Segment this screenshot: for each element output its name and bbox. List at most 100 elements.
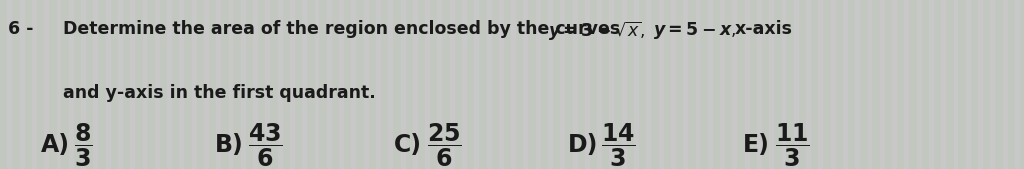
- Text: $\boldsymbol{y=3-\sqrt{x},}$: $\boldsymbol{y=3-\sqrt{x},}$: [548, 20, 645, 43]
- Bar: [934, 0, 941, 169]
- Bar: [713, 0, 720, 169]
- Bar: [946, 0, 953, 169]
- Bar: [209, 0, 216, 169]
- Bar: [836, 0, 843, 169]
- Bar: [0, 0, 7, 169]
- Bar: [332, 0, 339, 169]
- Bar: [983, 0, 990, 169]
- Bar: [578, 0, 585, 169]
- Bar: [418, 0, 425, 169]
- Bar: [147, 0, 155, 169]
- Bar: [25, 0, 32, 169]
- Bar: [762, 0, 769, 169]
- Bar: [369, 0, 376, 169]
- Bar: [627, 0, 634, 169]
- Bar: [258, 0, 265, 169]
- Bar: [565, 0, 572, 169]
- Text: $\mathbf{\dfrac{25}{6}}$: $\mathbf{\dfrac{25}{6}}$: [427, 122, 462, 169]
- Bar: [98, 0, 105, 169]
- Bar: [897, 0, 904, 169]
- Bar: [602, 0, 609, 169]
- Bar: [664, 0, 671, 169]
- Text: $\mathbf{\dfrac{43}{6}}$: $\mathbf{\dfrac{43}{6}}$: [248, 122, 283, 169]
- Bar: [135, 0, 142, 169]
- Text: 6 -: 6 -: [8, 20, 34, 38]
- Bar: [688, 0, 695, 169]
- Bar: [750, 0, 757, 169]
- Bar: [528, 0, 536, 169]
- Bar: [811, 0, 818, 169]
- Text: $\mathbf{\dfrac{11}{3}}$: $\mathbf{\dfrac{11}{3}}$: [775, 122, 810, 169]
- Bar: [111, 0, 118, 169]
- Text: E): E): [742, 133, 769, 157]
- Text: C): C): [394, 133, 422, 157]
- Bar: [971, 0, 978, 169]
- Bar: [319, 0, 327, 169]
- Bar: [590, 0, 597, 169]
- Bar: [553, 0, 560, 169]
- Bar: [233, 0, 241, 169]
- Text: and y-axis in the first quadrant.: and y-axis in the first quadrant.: [63, 84, 376, 103]
- Bar: [37, 0, 44, 169]
- Bar: [786, 0, 794, 169]
- Text: Determine the area of the region enclosed by the curves: Determine the area of the region enclose…: [63, 20, 627, 38]
- Bar: [541, 0, 548, 169]
- Bar: [283, 0, 290, 169]
- Bar: [221, 0, 228, 169]
- Bar: [160, 0, 167, 169]
- Bar: [872, 0, 880, 169]
- Bar: [860, 0, 867, 169]
- Bar: [197, 0, 204, 169]
- Bar: [467, 0, 474, 169]
- Bar: [823, 0, 830, 169]
- Text: $\boldsymbol{y=5-x,}$: $\boldsymbol{y=5-x,}$: [653, 20, 736, 41]
- Text: x-axis: x-axis: [735, 20, 794, 38]
- Bar: [504, 0, 511, 169]
- Bar: [49, 0, 56, 169]
- Bar: [737, 0, 744, 169]
- Bar: [406, 0, 413, 169]
- Bar: [184, 0, 191, 169]
- Bar: [307, 0, 314, 169]
- Bar: [61, 0, 69, 169]
- Bar: [651, 0, 658, 169]
- Bar: [246, 0, 253, 169]
- Bar: [676, 0, 683, 169]
- Bar: [774, 0, 781, 169]
- Bar: [442, 0, 450, 169]
- Bar: [344, 0, 351, 169]
- Bar: [479, 0, 486, 169]
- Bar: [995, 0, 1002, 169]
- Bar: [639, 0, 646, 169]
- Bar: [516, 0, 523, 169]
- Text: D): D): [568, 133, 599, 157]
- Bar: [1008, 0, 1015, 169]
- Bar: [492, 0, 499, 169]
- Bar: [455, 0, 462, 169]
- Bar: [123, 0, 130, 169]
- Text: $\mathbf{\dfrac{8}{3}}$: $\mathbf{\dfrac{8}{3}}$: [74, 122, 92, 169]
- Bar: [700, 0, 708, 169]
- Bar: [1020, 0, 1024, 169]
- Bar: [381, 0, 388, 169]
- Bar: [74, 0, 81, 169]
- Bar: [86, 0, 93, 169]
- Bar: [799, 0, 806, 169]
- Text: $\mathbf{\dfrac{14}{3}}$: $\mathbf{\dfrac{14}{3}}$: [601, 122, 636, 169]
- Bar: [295, 0, 302, 169]
- Bar: [12, 0, 19, 169]
- Bar: [848, 0, 855, 169]
- Bar: [614, 0, 622, 169]
- Bar: [885, 0, 892, 169]
- Bar: [270, 0, 278, 169]
- Bar: [909, 0, 916, 169]
- Bar: [725, 0, 732, 169]
- Bar: [393, 0, 400, 169]
- Bar: [430, 0, 437, 169]
- Text: B): B): [215, 133, 244, 157]
- Text: A): A): [41, 133, 70, 157]
- Bar: [172, 0, 179, 169]
- Bar: [958, 0, 966, 169]
- Bar: [356, 0, 364, 169]
- Bar: [922, 0, 929, 169]
